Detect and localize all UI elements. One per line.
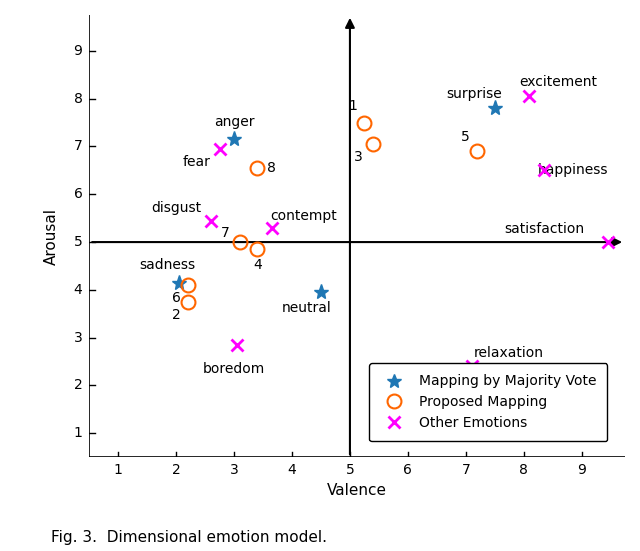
Text: 7: 7 — [74, 139, 83, 154]
Text: surprise: surprise — [447, 87, 502, 101]
Text: 4: 4 — [253, 258, 262, 272]
Text: 1: 1 — [348, 99, 357, 113]
Text: 5: 5 — [346, 463, 355, 477]
Text: 2: 2 — [172, 308, 180, 322]
Text: 6: 6 — [403, 463, 412, 477]
Text: 3: 3 — [74, 331, 83, 345]
Legend: Mapping by Majority Vote, Proposed Mapping, Other Emotions: Mapping by Majority Vote, Proposed Mappi… — [369, 363, 607, 441]
Text: 2: 2 — [74, 379, 83, 392]
Text: 9: 9 — [577, 463, 586, 477]
Text: 9: 9 — [74, 44, 83, 58]
Text: 8: 8 — [268, 161, 276, 175]
Text: 6: 6 — [172, 291, 180, 305]
Text: Fig. 3.  Dimensional emotion model.: Fig. 3. Dimensional emotion model. — [51, 531, 327, 545]
Text: 4: 4 — [287, 463, 296, 477]
Text: 8: 8 — [74, 91, 83, 106]
Text: Arousal: Arousal — [44, 208, 60, 264]
Text: relaxation: relaxation — [474, 346, 544, 360]
Text: anger: anger — [214, 115, 254, 128]
Text: excitement: excitement — [520, 75, 597, 89]
Text: disgust: disgust — [151, 201, 201, 215]
Text: 6: 6 — [74, 187, 83, 201]
Text: 3: 3 — [355, 150, 363, 164]
Text: 4: 4 — [74, 283, 83, 297]
Text: 1: 1 — [74, 426, 83, 440]
Text: 7: 7 — [461, 463, 470, 477]
Text: happiness: happiness — [538, 163, 608, 177]
Text: contempt: contempt — [270, 209, 337, 223]
Text: fear: fear — [182, 155, 211, 169]
Text: 7: 7 — [221, 225, 230, 240]
Text: boredom: boredom — [203, 362, 265, 376]
Text: 1: 1 — [114, 463, 123, 477]
Text: Valence: Valence — [327, 483, 387, 499]
Text: 3: 3 — [230, 463, 239, 477]
Text: 5: 5 — [74, 235, 83, 249]
Text: sadness: sadness — [140, 258, 196, 272]
Text: 2: 2 — [172, 463, 180, 477]
Text: 5: 5 — [461, 130, 470, 144]
Text: 8: 8 — [519, 463, 528, 477]
Text: neutral: neutral — [282, 301, 332, 315]
Text: satisfaction: satisfaction — [504, 222, 584, 236]
